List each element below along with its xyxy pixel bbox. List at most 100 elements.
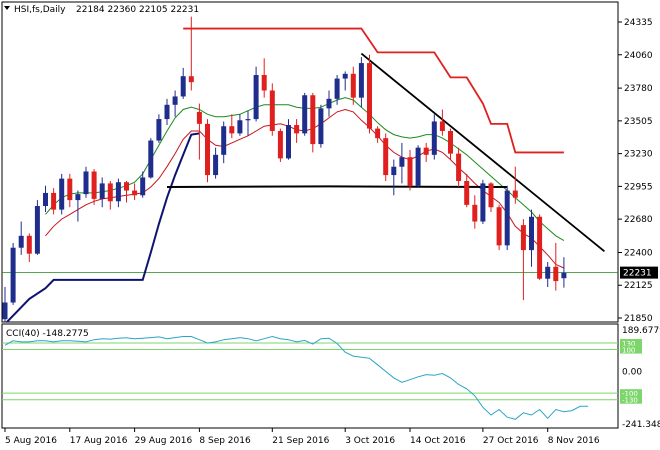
cci-level-tag-label: -130 [622, 397, 638, 405]
candle [59, 173, 65, 215]
y-tick-label: 22400 [624, 248, 653, 258]
axis-layer: 24335 24060 23780 23505 23230 22955 22680 22400… [4, 18, 660, 446]
downtrend-line [360, 52, 605, 252]
candle [302, 92, 308, 136]
symbol-label: HSI,fs,Daily [14, 5, 66, 15]
x-tick-label: 14 Oct 2016 [410, 436, 466, 446]
candle [318, 104, 324, 148]
x-tick-label: 8 Sep 2016 [199, 436, 251, 446]
candle [415, 145, 421, 187]
candle-body [431, 121, 437, 155]
candle-body [237, 120, 243, 134]
candle-body [439, 121, 445, 131]
candle-body [156, 119, 162, 141]
candle [172, 90, 178, 117]
cci-line [4, 335, 589, 420]
candle-body [107, 183, 113, 202]
candle [99, 177, 105, 208]
candle-body [115, 182, 121, 202]
candle-body [91, 171, 97, 199]
y-tick-label: 22680 [624, 215, 653, 225]
candle [472, 195, 478, 229]
candle-body [350, 73, 356, 98]
candle-body [67, 178, 73, 201]
candle [545, 262, 551, 288]
candle [213, 147, 219, 179]
x-tick-label: 17 Aug 2016 [70, 436, 128, 446]
candle-body [59, 178, 65, 210]
candle [277, 128, 283, 162]
candle-body [326, 98, 332, 109]
candle-body [245, 119, 251, 121]
candle-body [164, 104, 170, 120]
candle [18, 221, 24, 255]
candle [91, 169, 97, 205]
candle [383, 133, 389, 182]
candle [537, 214, 543, 280]
candle-body [399, 157, 405, 167]
candle-body [277, 130, 283, 159]
candle [261, 58, 267, 98]
candle [237, 114, 243, 136]
candle [439, 109, 445, 136]
x-tick-label: 27 Oct 2016 [483, 436, 539, 446]
candle [124, 181, 129, 203]
candle-body [83, 171, 89, 195]
candle [529, 209, 534, 267]
candle [480, 179, 486, 224]
candle [399, 142, 405, 184]
candle-body [407, 157, 413, 186]
support-line [166, 185, 508, 188]
candle-body [358, 63, 364, 98]
x-tick-label: 8 Nov 2016 [548, 436, 600, 446]
candle [26, 233, 32, 263]
current-price-label: 22231 [623, 269, 652, 279]
candle [43, 185, 48, 212]
candle-body [545, 266, 551, 279]
candle-body [205, 123, 210, 176]
x-tick-label: 29 Aug 2016 [135, 436, 193, 446]
candle-body [10, 247, 16, 303]
candle [245, 110, 251, 136]
candle-body [537, 216, 543, 279]
candle [269, 83, 275, 136]
candle-body [456, 153, 462, 182]
candle [2, 287, 8, 322]
y-tick-label: 23780 [624, 84, 653, 94]
candle [286, 119, 291, 160]
candle-body [342, 73, 348, 79]
dropdown-triangle-icon[interactable] [4, 6, 10, 10]
price-panel [1, 1, 619, 323]
resistance-step-line [183, 27, 564, 154]
candle [326, 90, 332, 117]
candle-body [124, 182, 129, 191]
candle [75, 190, 81, 222]
candle [253, 66, 259, 122]
candle-body [488, 183, 494, 208]
candle-body [464, 181, 470, 205]
candle [520, 219, 526, 301]
y-tick-label: 21850 [624, 314, 653, 324]
candle [504, 185, 510, 251]
x-tick-label: 21 Sep 2016 [272, 436, 329, 446]
candle-body [269, 90, 275, 131]
cci-scale-zero: 0.00 [622, 367, 642, 377]
candle-body [18, 235, 24, 248]
candle-body [2, 302, 8, 320]
candle-body [512, 190, 518, 198]
price-series-layer [2, 16, 618, 322]
x-tick-label: 5 Aug 2016 [5, 436, 57, 446]
candle-body [132, 190, 138, 196]
candle-body [302, 95, 308, 134]
candle-body [34, 206, 40, 254]
candle [196, 103, 202, 160]
candle-body [75, 194, 81, 201]
candle-body [334, 78, 340, 99]
candle-body [391, 166, 397, 176]
candle [431, 114, 437, 160]
candle [180, 67, 186, 99]
candle-body [383, 138, 389, 176]
candle-body [472, 204, 478, 222]
cci-level-tag-label: 100 [622, 347, 635, 355]
candle-body [229, 126, 235, 134]
